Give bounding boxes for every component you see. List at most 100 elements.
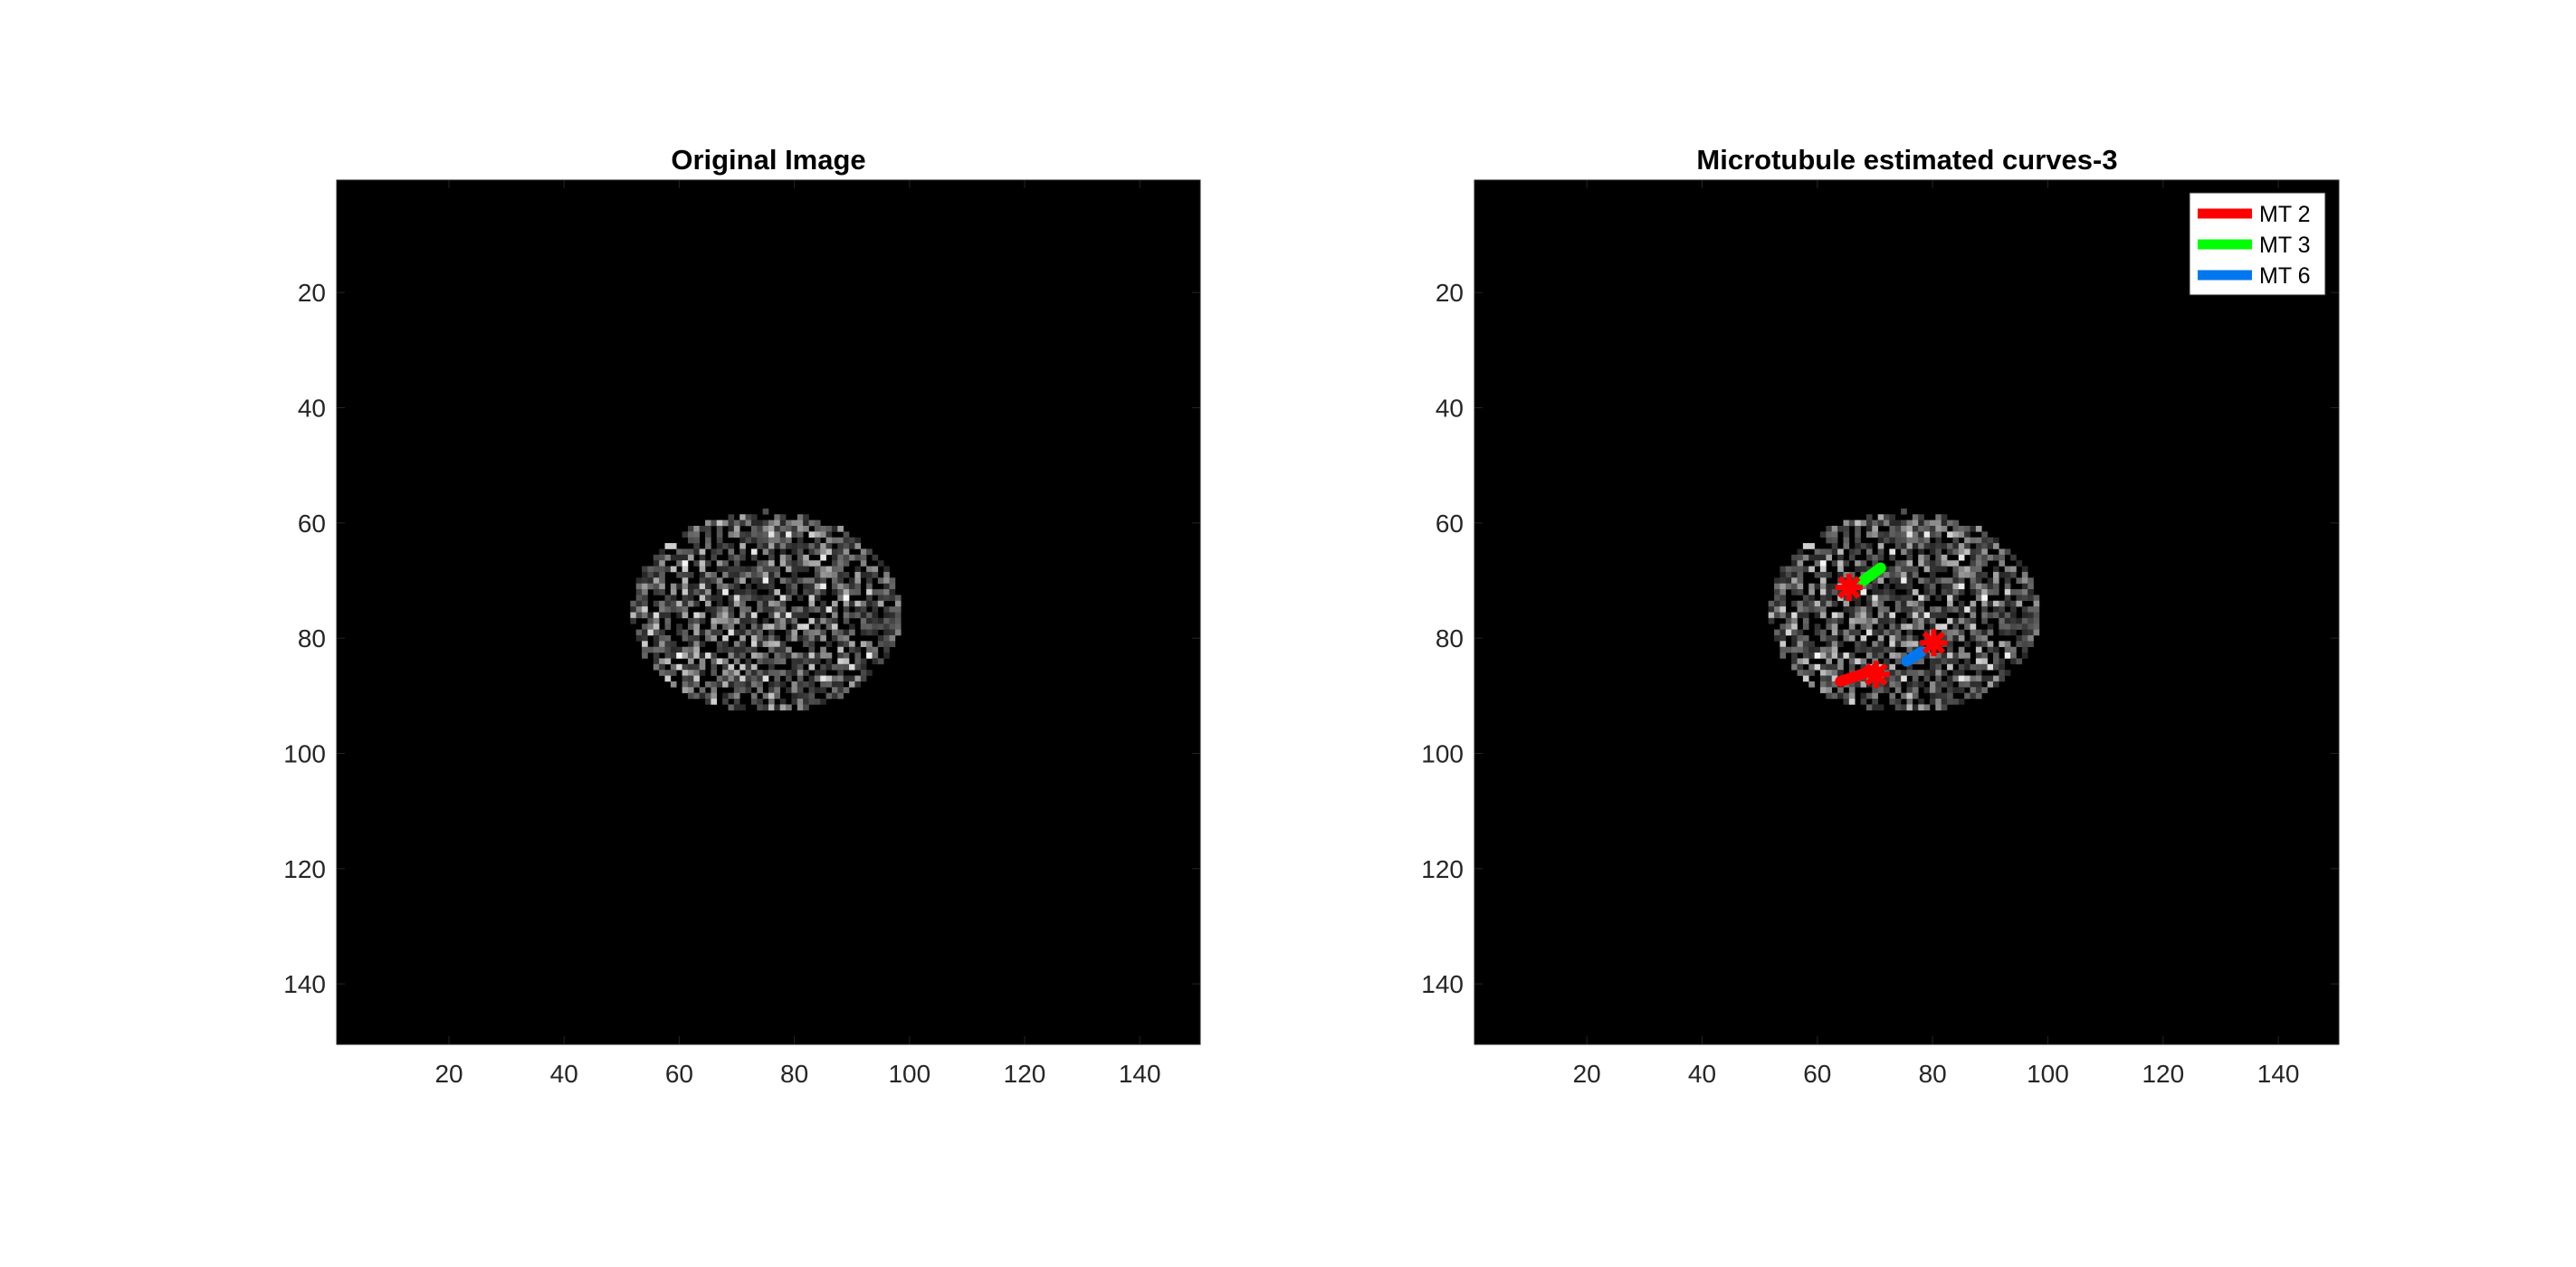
image-pixel xyxy=(786,653,792,659)
image-pixel xyxy=(664,646,672,653)
image-pixel xyxy=(1791,617,1798,624)
image-pixel xyxy=(1964,692,1970,700)
image-pixel xyxy=(1860,634,1867,642)
image-pixel xyxy=(1923,526,1931,532)
image-pixel xyxy=(1802,543,1809,549)
image-pixel xyxy=(716,641,723,647)
image-pixel xyxy=(1889,571,1896,578)
image-pixel xyxy=(750,641,758,647)
image-pixel xyxy=(716,583,723,590)
image-pixel xyxy=(745,670,752,676)
image-pixel xyxy=(1901,560,1907,567)
image-pixel xyxy=(808,589,816,595)
image-pixel xyxy=(1820,595,1827,602)
image-pixel xyxy=(716,548,723,556)
image-pixel xyxy=(1912,566,1919,573)
image-pixel xyxy=(2010,658,2017,665)
image-pixel xyxy=(866,571,873,578)
image-pixel xyxy=(1981,548,1988,556)
image-pixel xyxy=(808,519,816,527)
image-pixel xyxy=(1797,606,1804,613)
image-pixel xyxy=(894,629,902,636)
image-pixel xyxy=(1779,589,1787,595)
image-pixel xyxy=(820,634,826,642)
image-pixel xyxy=(883,566,890,573)
image-pixel xyxy=(820,670,826,676)
image-pixel xyxy=(843,543,850,549)
image-pixel xyxy=(762,595,769,602)
image-pixel xyxy=(1785,617,1792,624)
image-pixel xyxy=(779,699,787,705)
image-pixel xyxy=(711,663,718,671)
image-pixel xyxy=(693,646,700,653)
image-pixel xyxy=(653,554,660,561)
image-pixel xyxy=(757,537,763,544)
image-pixel xyxy=(1877,653,1884,659)
image-pixel xyxy=(1820,634,1827,642)
image-pixel xyxy=(837,629,844,636)
image-pixel xyxy=(1901,704,1907,711)
image-pixel xyxy=(1768,600,1775,607)
image-pixel xyxy=(831,571,838,578)
image-pixel xyxy=(1964,681,1970,688)
image-pixel xyxy=(1831,560,1838,567)
image-pixel xyxy=(1941,606,1948,613)
image-pixel xyxy=(854,606,862,613)
image-pixel xyxy=(750,514,758,520)
y-tick-label: 140 xyxy=(1421,970,1464,998)
image-pixel xyxy=(1941,514,1948,520)
image-pixel xyxy=(889,634,896,642)
image-pixel xyxy=(745,606,752,613)
image-pixel xyxy=(722,560,729,567)
image-pixel xyxy=(786,577,792,584)
image-pixel xyxy=(877,634,884,642)
image-pixel xyxy=(757,571,763,578)
image-pixel xyxy=(653,566,660,573)
image-pixel xyxy=(1860,699,1867,705)
image-pixel xyxy=(693,663,700,671)
image-pixel xyxy=(733,600,740,607)
image-pixel xyxy=(1918,606,1924,613)
image-pixel xyxy=(750,531,758,538)
image-pixel xyxy=(716,543,723,549)
image-pixel xyxy=(1912,624,1919,630)
image-pixel xyxy=(2004,583,2011,590)
image-pixel xyxy=(1958,577,1965,584)
image-pixel xyxy=(768,681,775,688)
image-pixel xyxy=(2016,589,2023,595)
image-pixel xyxy=(2016,658,2023,665)
image-pixel xyxy=(779,543,787,549)
image-pixel xyxy=(786,687,792,693)
image-pixel xyxy=(1964,641,1970,647)
image-pixel xyxy=(1952,658,1960,665)
image-pixel xyxy=(711,606,718,613)
image-pixel xyxy=(1993,554,1999,561)
image-pixel xyxy=(1884,571,1890,578)
image-pixel xyxy=(1993,612,1999,619)
image-pixel xyxy=(768,629,775,636)
image-pixel xyxy=(1958,566,1965,573)
image-pixel xyxy=(1975,629,1982,636)
image-pixel xyxy=(659,612,665,619)
image-pixel xyxy=(1901,571,1907,578)
image-pixel xyxy=(1906,692,1913,700)
image-pixel xyxy=(1831,526,1838,532)
image-pixel xyxy=(2021,629,2028,636)
image-pixel xyxy=(1952,583,1960,590)
image-pixel xyxy=(2016,577,2023,584)
image-pixel xyxy=(2004,629,2011,636)
image-pixel xyxy=(889,583,896,590)
image-pixel xyxy=(2021,646,2028,653)
image-pixel xyxy=(687,646,694,653)
image-pixel xyxy=(1958,571,1965,578)
image-pixel xyxy=(676,653,682,659)
image-pixel xyxy=(814,537,821,544)
image-pixel xyxy=(1779,577,1787,584)
image-pixel xyxy=(1820,577,1827,584)
image-pixel xyxy=(1791,577,1798,584)
image-pixel xyxy=(705,589,711,595)
image-pixel xyxy=(797,699,804,705)
image-pixel xyxy=(779,653,787,659)
image-pixel xyxy=(814,560,821,567)
image-pixel xyxy=(716,589,723,595)
